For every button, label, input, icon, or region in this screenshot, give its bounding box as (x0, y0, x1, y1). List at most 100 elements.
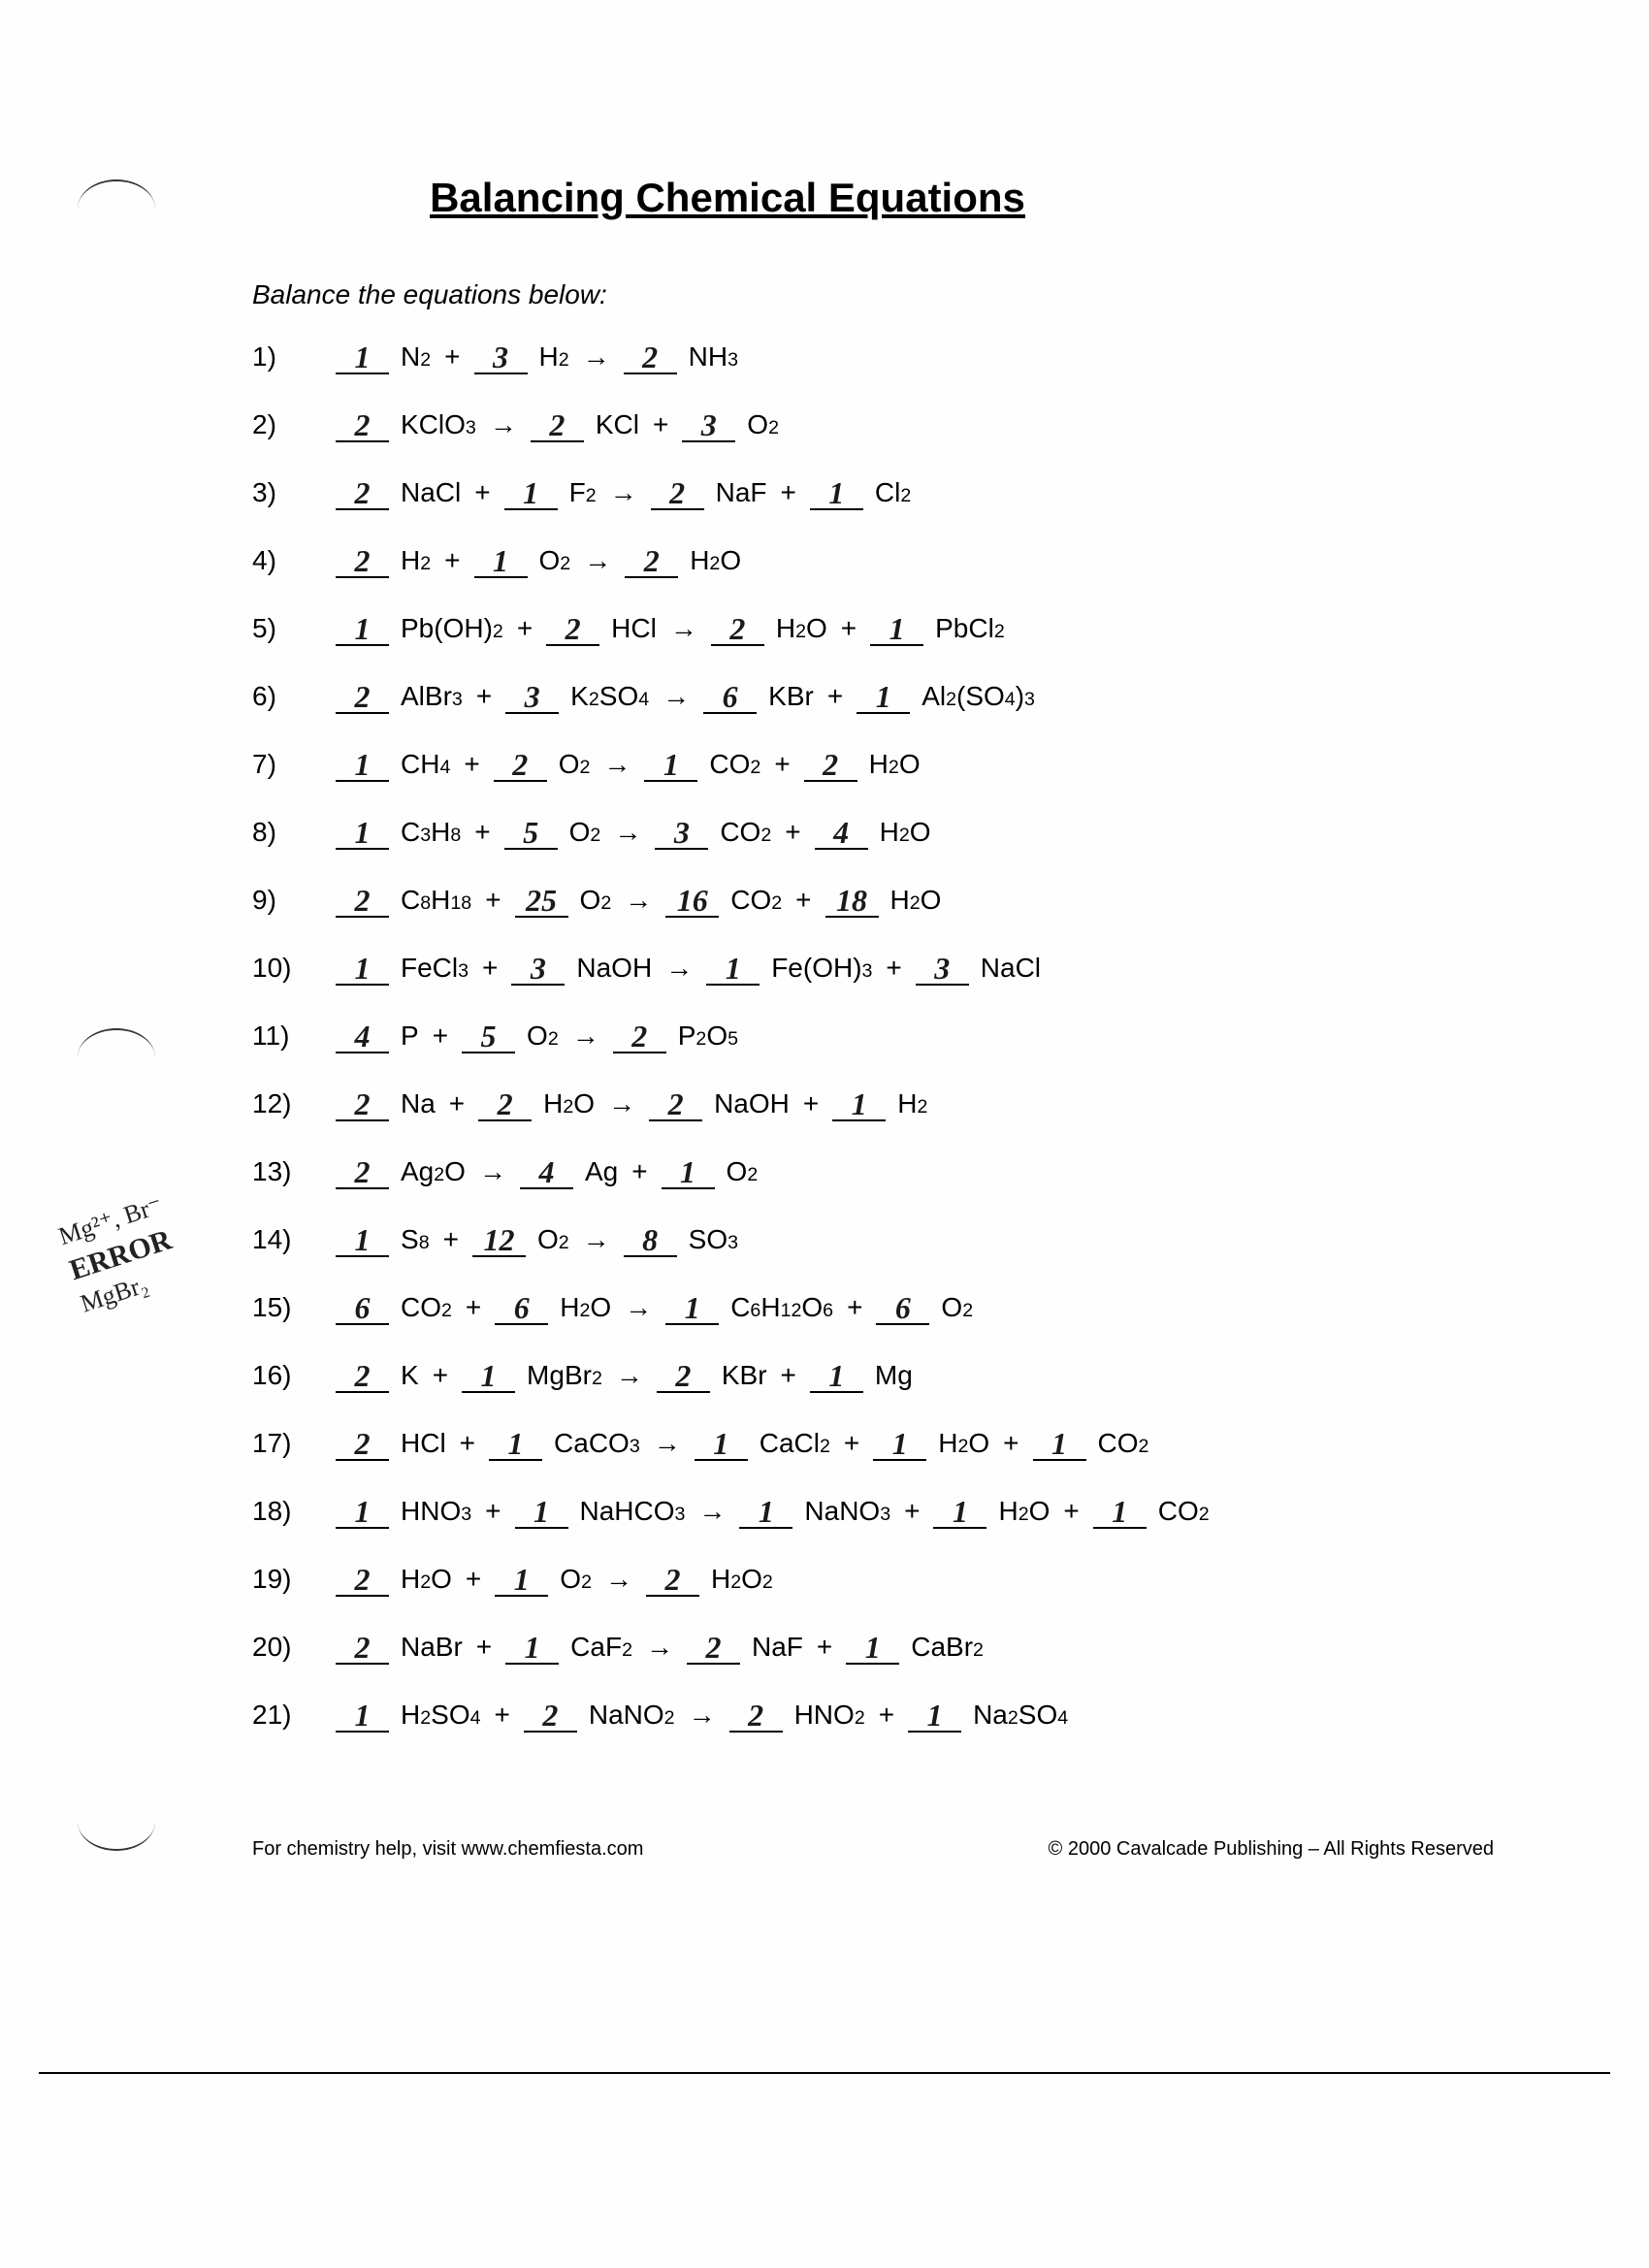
coefficient-blank[interactable]: 1 (336, 613, 389, 646)
coefficient-blank[interactable]: 2 (625, 545, 678, 578)
coefficient-blank[interactable]: 1 (662, 1156, 715, 1189)
coefficient-blank[interactable]: 1 (846, 1632, 899, 1665)
coefficient-blank[interactable]: 18 (825, 885, 879, 918)
coefficient-blank[interactable]: 1 (1033, 1428, 1086, 1461)
coefficient-blank[interactable]: 2 (804, 749, 857, 782)
arrow-op: → (605, 1566, 632, 1593)
coefficient-blank[interactable]: 1 (336, 341, 389, 374)
plus-op: + (443, 1226, 459, 1253)
coefficient-blank[interactable]: 2 (336, 477, 389, 510)
coefficient-blank[interactable]: 4 (520, 1156, 573, 1189)
coefficient-blank[interactable]: 1 (832, 1088, 886, 1121)
chemical-formula: CO2 (709, 751, 760, 778)
equation-body: 2C8H18+25O2→16CO2+18H2O (330, 883, 947, 916)
coefficient-blank[interactable]: 2 (336, 681, 389, 714)
chemical-formula: H2O (938, 1430, 989, 1457)
coefficient-blank[interactable]: 2 (336, 1632, 389, 1665)
coefficient-blank[interactable]: 1 (336, 817, 389, 850)
coefficient-blank[interactable]: 3 (505, 681, 559, 714)
chemical-formula: CaF2 (570, 1634, 632, 1661)
coefficient-blank[interactable]: 1 (336, 749, 389, 782)
equation-row: 7)1CH4+2O2→1CO2+2H2O (252, 747, 1552, 780)
coefficient-blank[interactable]: 16 (665, 885, 719, 918)
coefficient-blank[interactable]: 2 (651, 477, 704, 510)
coefficient-blank[interactable]: 3 (916, 953, 969, 986)
coefficient-blank[interactable]: 1 (336, 1224, 389, 1257)
coefficient-blank[interactable]: 1 (336, 953, 389, 986)
coefficient-blank[interactable]: 25 (515, 885, 568, 918)
coefficient-blank[interactable]: 1 (933, 1496, 986, 1529)
coefficient-blank[interactable]: 1 (462, 1360, 515, 1393)
coefficient-blank[interactable]: 1 (857, 681, 910, 714)
plus-op: + (449, 1090, 465, 1118)
coefficient-blank[interactable]: 5 (504, 817, 558, 850)
coefficient-blank[interactable]: 2 (494, 749, 547, 782)
coefficient-blank[interactable]: 2 (729, 1700, 783, 1733)
coefficient-blank[interactable]: 6 (495, 1292, 548, 1325)
coefficient-blank[interactable]: 2 (624, 341, 677, 374)
arrow-op: → (603, 751, 630, 778)
coefficient-blank[interactable]: 1 (489, 1428, 542, 1461)
coefficient-blank[interactable]: 2 (546, 613, 599, 646)
equation-row: 21)1H2SO4+2NaNO2→2HNO2+1Na2SO4 (252, 1698, 1552, 1731)
coefficient-blank[interactable]: 5 (462, 1021, 515, 1053)
coefficient-blank[interactable]: 6 (876, 1292, 929, 1325)
coefficient-blank[interactable]: 3 (655, 817, 708, 850)
coefficient-blank[interactable]: 1 (706, 953, 760, 986)
equation-body: 2Na+2H2O→2NaOH+1H2 (330, 1086, 933, 1119)
chemical-formula: KCl (596, 411, 639, 438)
coefficient-blank[interactable]: 1 (739, 1496, 792, 1529)
chemical-formula: NaHCO3 (580, 1498, 686, 1525)
coefficient-blank[interactable]: 12 (472, 1224, 526, 1257)
coefficient-blank[interactable]: 1 (495, 1564, 548, 1597)
coefficient-blank[interactable]: 1 (810, 477, 863, 510)
coefficient-blank[interactable]: 2 (336, 1360, 389, 1393)
chemical-formula: O2 (527, 1022, 559, 1050)
coefficient-blank[interactable]: 1 (336, 1700, 389, 1733)
coefficient-blank[interactable]: 2 (336, 1564, 389, 1597)
coefficient-blank[interactable]: 2 (336, 885, 389, 918)
coefficient-blank[interactable]: 3 (682, 409, 735, 442)
coefficient-blank[interactable]: 1 (1093, 1496, 1147, 1529)
coefficient-blank[interactable]: 1 (505, 1632, 559, 1665)
coefficient-blank[interactable]: 2 (711, 613, 764, 646)
coefficient-blank[interactable]: 4 (815, 817, 868, 850)
equation-body: 1S8+12O2→8SO3 (330, 1222, 744, 1255)
chemical-formula: CaCl2 (760, 1430, 830, 1457)
coefficient-blank[interactable]: 2 (657, 1360, 710, 1393)
arrow-op: → (665, 955, 693, 982)
coefficient-blank[interactable]: 2 (613, 1021, 666, 1053)
coefficient-blank[interactable]: 3 (511, 953, 565, 986)
coefficient-blank[interactable]: 1 (504, 477, 558, 510)
coefficient-blank[interactable]: 1 (908, 1700, 961, 1733)
coefficient-blank[interactable]: 2 (646, 1564, 699, 1597)
chemical-formula: K (401, 1362, 419, 1389)
equation-row: 18)1HNO3+1NaHCO3→1NaNO3+1H2O+1CO2 (252, 1494, 1552, 1527)
coefficient-blank[interactable]: 2 (336, 409, 389, 442)
coefficient-blank[interactable]: 2 (336, 1428, 389, 1461)
coefficient-blank[interactable]: 1 (870, 613, 923, 646)
coefficient-blank[interactable]: 1 (695, 1428, 748, 1461)
coefficient-blank[interactable]: 2 (478, 1088, 532, 1121)
coefficient-blank[interactable]: 1 (810, 1360, 863, 1393)
coefficient-blank[interactable]: 2 (524, 1700, 577, 1733)
coefficient-blank[interactable]: 2 (336, 1156, 389, 1189)
coefficient-blank[interactable]: 2 (649, 1088, 702, 1121)
coefficient-blank[interactable]: 1 (873, 1428, 926, 1461)
coefficient-blank[interactable]: 1 (515, 1496, 568, 1529)
coefficient-blank[interactable]: 8 (624, 1224, 677, 1257)
coefficient-blank[interactable]: 2 (531, 409, 584, 442)
coefficient-blank[interactable]: 6 (336, 1292, 389, 1325)
coefficient-blank[interactable]: 1 (665, 1292, 719, 1325)
equation-number: 8) (252, 819, 330, 846)
coefficient-blank[interactable]: 4 (336, 1021, 389, 1053)
coefficient-blank[interactable]: 1 (336, 1496, 389, 1529)
plus-op: + (781, 479, 796, 506)
coefficient-blank[interactable]: 3 (474, 341, 528, 374)
coefficient-blank[interactable]: 1 (474, 545, 528, 578)
coefficient-blank[interactable]: 1 (644, 749, 697, 782)
coefficient-blank[interactable]: 2 (687, 1632, 740, 1665)
coefficient-blank[interactable]: 6 (703, 681, 757, 714)
coefficient-blank[interactable]: 2 (336, 1088, 389, 1121)
coefficient-blank[interactable]: 2 (336, 545, 389, 578)
